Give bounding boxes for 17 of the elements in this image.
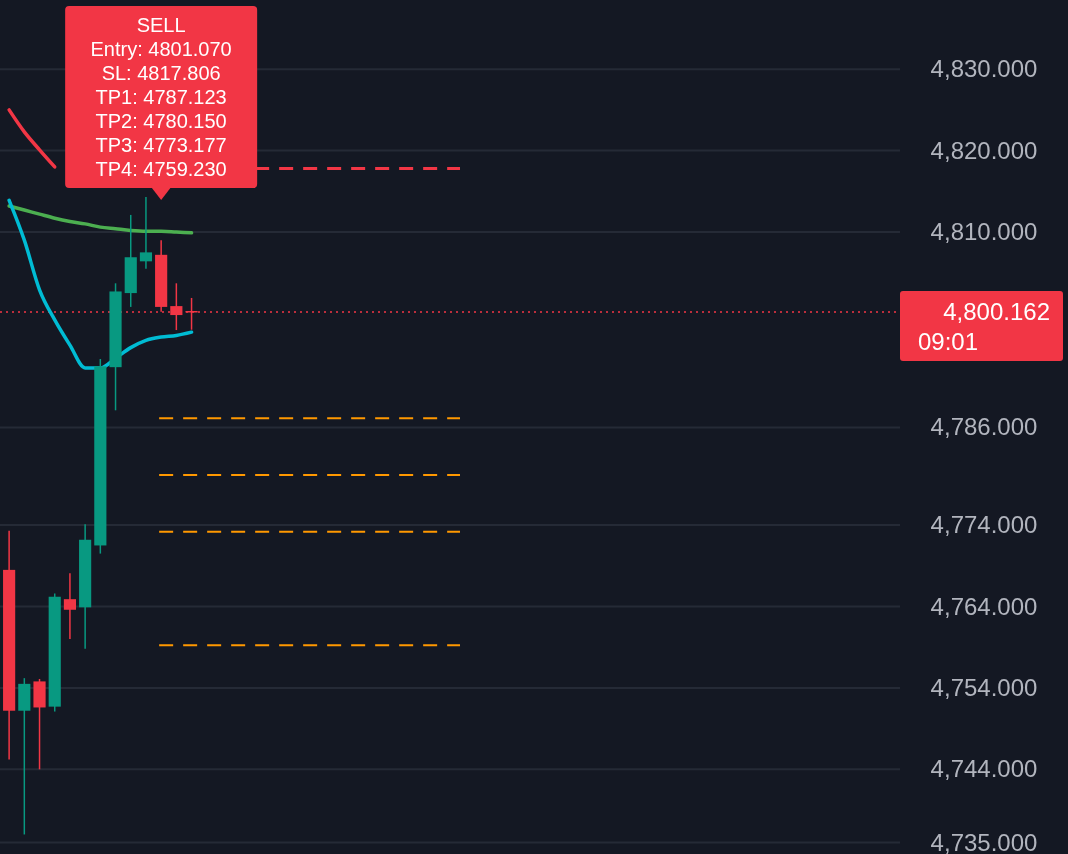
y-tick-label: 4,764.000 [930,592,1038,620]
y-tick-label: 4,754.000 [930,673,1038,701]
y-tick-label: 4,744.000 [930,755,1038,783]
y-tick-label: 4,774.000 [930,511,1038,539]
line-series [7,108,57,169]
line-series [7,204,194,235]
candlestick [63,572,77,640]
y-tick-label: 4,820.000 [930,136,1038,164]
annotation: SELL Entry: 4801.070 SL: 4817.806 TP1: 4787.123 TP2: 4780.150 TP3: 4773.177 TP4: 4759.230 [90,14,232,180]
y-tick-label: 4,735.000 [930,828,1038,854]
y-tick-label: 4,810.000 [930,218,1038,246]
y-tick-label: 4,830.000 [930,55,1038,83]
text: 09:01 [918,328,979,356]
line-series [7,198,194,370]
ref-line-label: 4,800.162 [943,298,1050,326]
candlestick [139,196,153,270]
y-tick-label: 4,786.000 [930,413,1038,441]
